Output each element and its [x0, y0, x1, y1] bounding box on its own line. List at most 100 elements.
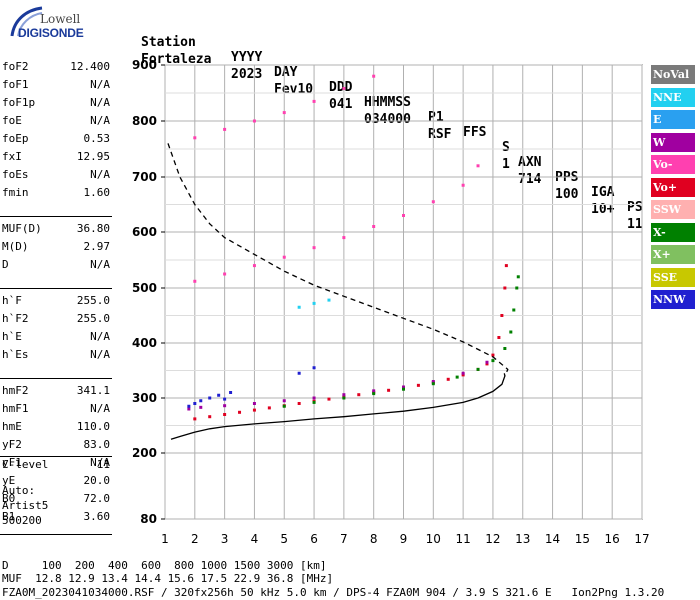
legend-item-vo-: Vo-: [651, 155, 695, 174]
param-value: 72.0: [83, 492, 111, 505]
echo-point: [431, 380, 435, 383]
echo-point: [223, 127, 227, 131]
clevel-row: C-level 11: [2, 458, 110, 475]
echo-point: [297, 402, 301, 405]
echo-point: [455, 375, 459, 379]
echo-point: [372, 225, 376, 228]
param-value: 83.0: [83, 438, 111, 451]
echo-point: [312, 301, 316, 305]
echo-point: [387, 388, 391, 392]
param-separator: [0, 378, 112, 379]
param-label: h`F: [2, 294, 22, 307]
echo-point: [431, 200, 435, 204]
footer-file-info: FZA0M_2023041034000.RSF / 320fx256h 50 k…: [2, 586, 665, 599]
param-row: fmin 1.60: [2, 186, 110, 203]
echo-point: [357, 393, 361, 397]
echo-point: [282, 404, 286, 408]
param-label: B0: [2, 492, 16, 505]
autoscaling-text: Auto:: [2, 484, 36, 497]
y-tick-label: 200: [132, 446, 157, 460]
echo-point: [503, 286, 507, 290]
echo-point: [217, 393, 221, 397]
echo-point: [431, 382, 435, 386]
param-label: yF2: [2, 438, 22, 451]
header-label-day: DAY: [274, 65, 298, 80]
header-value-station: Fortaleza: [141, 52, 212, 67]
lowell-digisonde-logo: Lowell DIGISONDE: [6, 6, 84, 42]
y-tick-label: 500: [132, 281, 157, 295]
x-tick-label: 10: [426, 532, 441, 546]
param-label: h`E: [2, 330, 22, 343]
param-row: yF2 83.0: [2, 438, 110, 455]
param-label: yF1: [2, 456, 22, 469]
echo-point: [208, 396, 212, 400]
logo-arc-icon: [10, 6, 43, 37]
echo-point: [491, 359, 495, 363]
param-row: MUF(D) 36.80: [2, 222, 110, 239]
echo-point: [297, 305, 301, 309]
param-row: hmE 110.0: [2, 420, 110, 437]
echo-point: [342, 393, 346, 397]
param-value: N/A: [90, 402, 110, 415]
param-row: M(D) 2.97: [2, 240, 110, 257]
legend-item-ssw: SSW: [651, 200, 695, 219]
header-label-hhmmss: HHMMSS: [364, 95, 411, 110]
param-row: B0 72.0: [2, 492, 110, 509]
y-tick-label: 300: [132, 391, 157, 405]
param-value: 110.0: [76, 420, 110, 433]
param-row: D N/A: [2, 258, 110, 275]
legend-item-w: W: [651, 132, 695, 152]
echo-point: [187, 407, 191, 411]
echo-point: [512, 308, 516, 312]
echo-point: [372, 74, 376, 78]
echo-point: [223, 397, 227, 401]
param-label: foE: [2, 114, 22, 127]
echo-point: [491, 353, 495, 357]
echo-point: [504, 264, 508, 268]
echo-point: [193, 136, 197, 140]
x-tick-label: 9: [400, 532, 408, 546]
legend-item-sse: SSE: [651, 267, 695, 287]
param-label: h`Es: [2, 348, 29, 361]
param-value: 36.80: [76, 222, 110, 235]
param-row: h`F2 255.0: [2, 312, 110, 329]
param-label: D: [2, 258, 9, 271]
echo-point: [461, 183, 465, 187]
echo-point: [199, 405, 203, 409]
param-row: fxI 12.95: [2, 150, 110, 167]
param-value: 255.0: [76, 294, 110, 307]
echo-point: [402, 385, 405, 389]
y-tick-label: 800: [132, 114, 157, 128]
x-tick-label: 12: [485, 532, 500, 546]
echo-point: [485, 360, 489, 364]
header-value-ps: 11: [627, 217, 643, 232]
param-value: N/A: [90, 348, 110, 361]
legend-item-x-: X+: [651, 245, 695, 264]
param-row: foF2 12.400: [2, 60, 110, 77]
legend-item-nne: NNE: [651, 87, 695, 107]
param-separator: [0, 288, 112, 289]
echo-point: [193, 279, 197, 283]
header-label-axn: AXN: [518, 155, 542, 170]
echo-point: [208, 415, 212, 419]
header-value-axn: 714: [518, 172, 542, 187]
param-value: N/A: [90, 168, 110, 181]
x-tick-label: 13: [515, 532, 530, 546]
header-value-pps: 100: [555, 187, 579, 202]
echo-point: [402, 387, 405, 391]
autoscaling-text: 500200: [2, 514, 42, 527]
header-label-year: YYYY: [231, 50, 263, 65]
echo-point: [327, 298, 331, 302]
x-tick-label: 2: [191, 532, 199, 546]
param-label: fxI: [2, 150, 22, 163]
param-value: 20.0: [83, 474, 111, 487]
y-tick-label: 900: [132, 58, 157, 72]
param-row: foE N/A: [2, 114, 110, 131]
echo-point: [282, 255, 286, 259]
echo-point: [515, 286, 519, 290]
param-separator: [0, 534, 112, 535]
x-tick-label: 16: [605, 532, 620, 546]
param-label: M(D): [2, 240, 29, 253]
x-tick-label: 6: [310, 532, 318, 546]
header-value-iga: 10+: [591, 202, 615, 217]
